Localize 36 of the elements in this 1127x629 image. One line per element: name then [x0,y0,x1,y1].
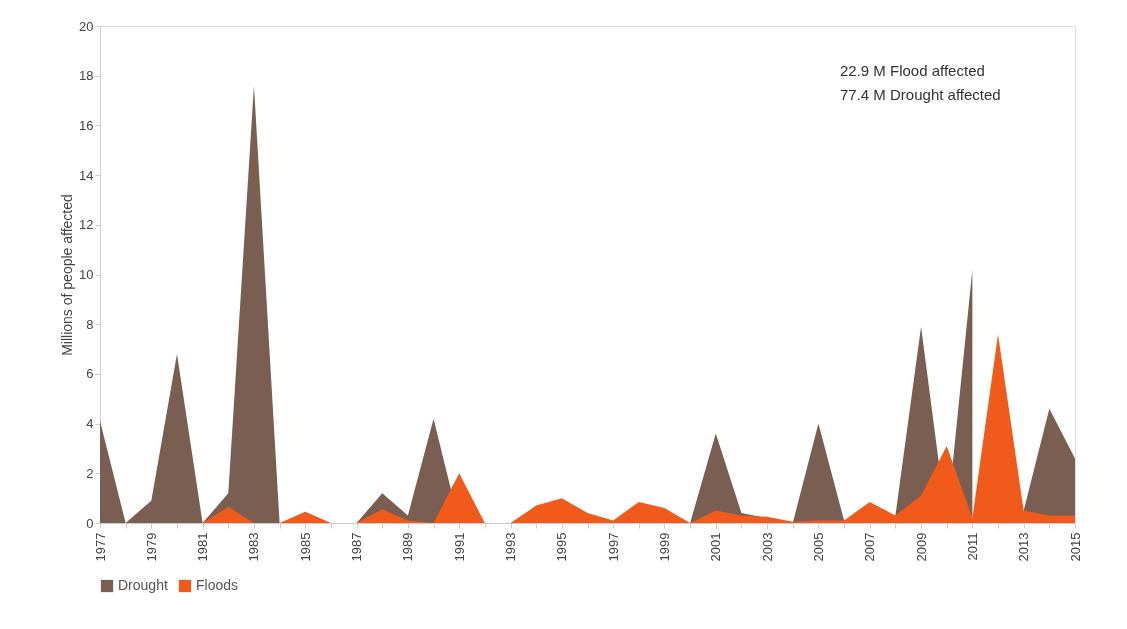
y-tick-label: 16 [79,117,94,133]
x-tick-label: 2003 [759,532,775,562]
x-tick-label: 1991 [451,532,467,562]
y-tick-label: 12 [79,217,94,233]
x-tick-label: 1993 [503,532,519,562]
x-tick-label: 2011 [964,532,980,561]
x-tick-label: 2009 [913,532,929,562]
y-tick-label: 6 [86,366,94,382]
x-tick-label: 2013 [1016,532,1032,562]
x-tick-label: 1987 [349,532,365,562]
x-tick-label: 2001 [708,532,724,562]
x-tick-label: 1999 [656,532,672,562]
y-tick-label: 0 [86,515,94,531]
x-tick-label: 1985 [297,532,313,562]
y-tick-label: 10 [79,267,94,282]
legend-label: Floods [196,577,239,593]
x-tick-label: 1981 [195,532,211,562]
y-tick-label: 4 [86,416,94,432]
x-tick-label: 1997 [605,532,621,562]
y-tick-label: 14 [79,167,94,183]
y-axis-title: Millions of people affected [59,194,76,356]
y-tick-label: 8 [86,316,94,332]
x-tick-label: 1977 [92,532,108,562]
x-tick-label: 2005 [810,532,826,562]
y-tick-label: 2 [86,465,94,481]
legend-label: Drought [118,577,168,593]
x-tick-label: 1983 [246,532,262,562]
x-tick-label: 2007 [862,532,878,562]
annotation: 77.4 M Drought affected [840,86,1001,103]
y-tick-label: 18 [79,68,94,84]
x-tick-label: 1989 [400,532,416,562]
x-tick-label: 1979 [143,532,159,562]
annotation: 22.9 M Flood affected [840,62,985,79]
y-tick-label: 20 [79,18,94,34]
x-tick-label: 1995 [554,532,570,562]
x-tick-label: 2015 [1067,532,1083,562]
